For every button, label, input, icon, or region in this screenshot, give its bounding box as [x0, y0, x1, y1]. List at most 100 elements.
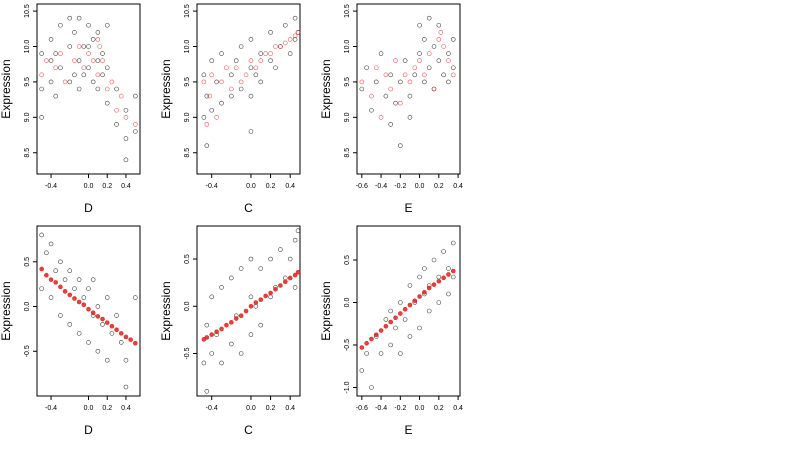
- series-2: [201, 30, 301, 127]
- data-point: [133, 340, 138, 346]
- series-2: [359, 268, 456, 350]
- data-point: [273, 44, 278, 49]
- series-2: [39, 266, 138, 346]
- data-point: [243, 308, 249, 314]
- data-point: [86, 286, 91, 291]
- series-1: [201, 15, 301, 148]
- data-point: [383, 72, 389, 78]
- data-point: [44, 272, 49, 278]
- x-tick-label: 0.0: [246, 405, 256, 412]
- data-point: [402, 306, 408, 312]
- data-point: [53, 93, 59, 99]
- data-point: [426, 65, 432, 71]
- data-point: [123, 107, 129, 113]
- data-point: [287, 256, 293, 262]
- data-point: [388, 342, 393, 348]
- data-point: [58, 313, 63, 318]
- data-point: [214, 329, 219, 335]
- data-point: [62, 79, 68, 85]
- data-point: [76, 331, 82, 336]
- data-point: [238, 79, 244, 85]
- data-point: [204, 122, 210, 127]
- data-point: [282, 40, 288, 46]
- y-tick-label: 10.0: [184, 40, 191, 54]
- x-tick-label: -0.2: [394, 183, 406, 190]
- data-point: [412, 65, 418, 71]
- data-point: [58, 284, 63, 290]
- data-point: [76, 44, 82, 49]
- data-point: [446, 291, 451, 297]
- data-point: [450, 240, 456, 246]
- data-point: [58, 259, 63, 265]
- data-point: [422, 266, 427, 271]
- data-point: [118, 340, 124, 345]
- data-point: [412, 72, 418, 78]
- data-point: [398, 143, 403, 148]
- data-point: [48, 58, 54, 63]
- y-axis-title: Expression: [159, 281, 173, 340]
- data-point: [438, 30, 444, 35]
- y-tick-label: -0.5: [344, 339, 351, 351]
- data-point: [62, 277, 68, 282]
- series-1: [359, 240, 456, 390]
- data-point: [114, 313, 119, 318]
- data-point: [238, 351, 244, 356]
- data-point: [209, 107, 215, 113]
- data-point: [39, 266, 44, 272]
- data-point: [67, 44, 73, 49]
- data-point: [204, 335, 210, 340]
- data-point: [292, 33, 298, 39]
- data-point: [67, 268, 73, 274]
- data-point: [450, 37, 456, 42]
- y-tick-label: 10.5: [344, 4, 351, 18]
- data-point: [446, 266, 451, 271]
- data-point: [248, 37, 254, 42]
- data-point: [72, 286, 77, 291]
- data-point: [407, 93, 413, 99]
- data-point: [295, 269, 301, 275]
- data-point: [76, 277, 82, 282]
- data-point: [219, 360, 224, 366]
- data-point: [238, 44, 244, 49]
- data-point: [450, 274, 456, 280]
- data-point: [67, 79, 73, 85]
- data-point: [204, 388, 210, 394]
- data-point: [359, 345, 365, 350]
- data-point: [263, 293, 268, 299]
- data-point: [436, 58, 442, 63]
- y-tick-label: -1.0: [344, 381, 351, 393]
- x-tick-label: 0.0: [84, 183, 94, 190]
- x-axis-title: D: [84, 423, 93, 437]
- data-point: [48, 295, 54, 300]
- data-point: [123, 157, 129, 163]
- data-point: [422, 37, 427, 42]
- plot-frame: [196, 3, 301, 175]
- data-point: [81, 65, 87, 71]
- data-point: [86, 340, 91, 345]
- plot-frame: [36, 3, 141, 175]
- data-point: [441, 275, 446, 281]
- data-point: [258, 79, 264, 85]
- y-axis-title: Expression: [159, 59, 173, 118]
- data-point: [39, 86, 44, 92]
- x-tick-label: -0.6: [356, 405, 368, 412]
- data-point: [243, 72, 249, 78]
- y-tick-label: 9.5: [184, 77, 191, 87]
- data-point: [201, 79, 207, 85]
- data-point: [258, 297, 264, 302]
- data-point: [450, 268, 456, 274]
- data-point: [431, 282, 437, 287]
- data-point: [100, 51, 105, 56]
- y-tick-label: 10.0: [24, 40, 31, 54]
- data-point: [104, 320, 110, 325]
- data-point: [378, 115, 384, 120]
- data-point: [48, 37, 54, 42]
- data-point: [398, 79, 403, 85]
- data-point: [282, 279, 288, 285]
- data-point: [72, 58, 77, 63]
- data-point: [123, 357, 129, 363]
- data-point: [417, 51, 422, 56]
- data-point: [95, 58, 101, 63]
- data-point: [359, 86, 365, 92]
- data-point: [369, 385, 374, 390]
